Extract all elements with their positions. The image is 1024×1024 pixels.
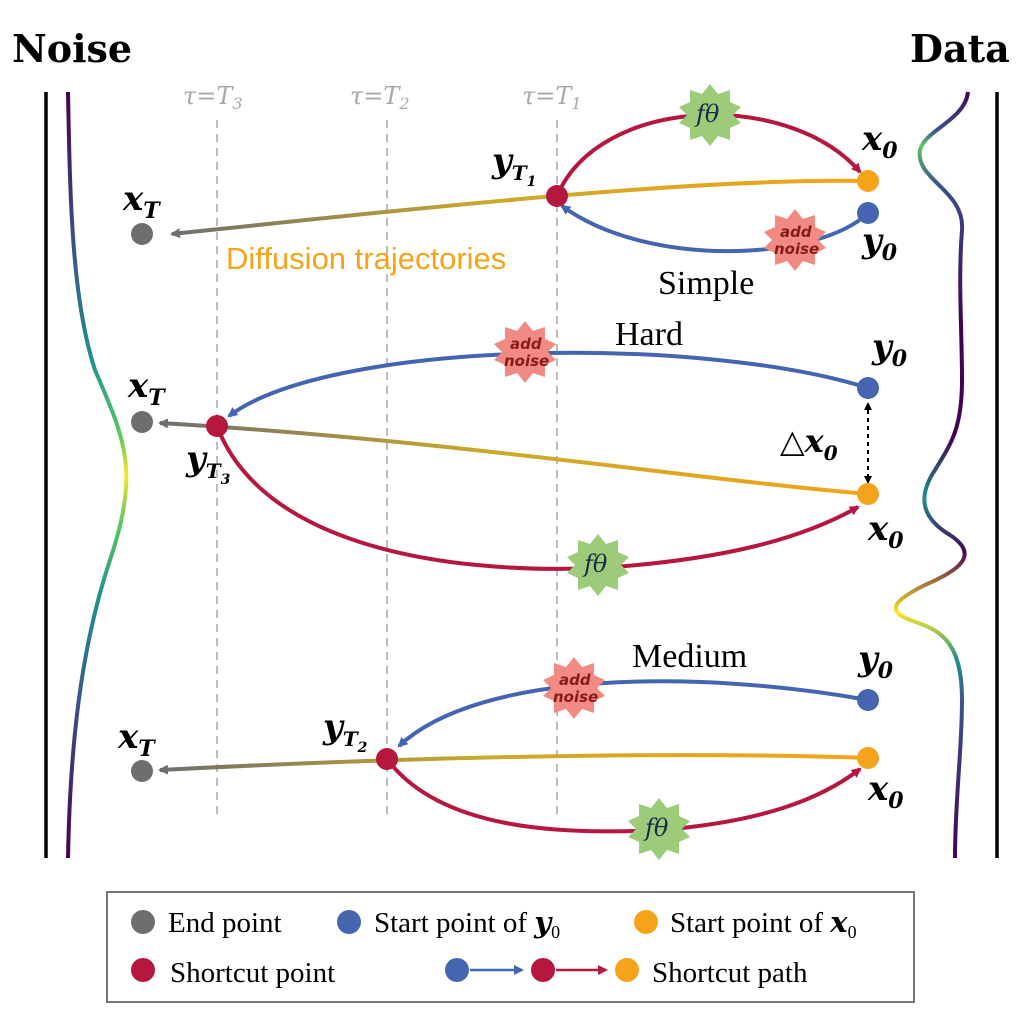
svg-text:fθ: fθ [582, 550, 608, 578]
noise-arc-medium [397, 679, 869, 748]
svg-text:noise: noise [774, 240, 819, 258]
y0-label-simple: y0 [861, 221, 898, 266]
x0-label-hard: x0 [867, 509, 904, 554]
svg-text:fθ: fθ [694, 100, 720, 128]
y0-label-medium: y0 [857, 639, 894, 684]
legend-end-point-label: End point [168, 907, 282, 939]
tau-label-T2: τ=T2 [350, 82, 410, 113]
yT3-label: yT3 [185, 439, 231, 488]
legend-start-x0-label: Start point of x0 [670, 905, 857, 942]
f-theta-badge-simple: fθ [679, 84, 741, 146]
svg-text:add: add [559, 671, 591, 689]
medium-group: xT yT2 y0 x0 Medium add noise fθ [117, 638, 904, 860]
legend-shortcut-point-marker [131, 958, 155, 982]
noise-label: Noise [12, 26, 132, 71]
tau-label-T3: τ=T3 [183, 82, 243, 113]
svg-text:τ=T2: τ=T2 [350, 82, 410, 113]
legend-shortcut-point-label: Shortcut point [170, 957, 335, 989]
legend: End point Start point of y0 Start point … [106, 891, 915, 1003]
simple-label: Simple [658, 265, 754, 302]
svg-text:noise: noise [504, 352, 549, 370]
yT1-label: yT1 [491, 141, 536, 190]
hard-group: xT yT3 y0 x0 △x0 Hard add noise fθ [127, 316, 908, 596]
medium-label: Medium [632, 638, 747, 675]
legend-shortcut-path-label: Shortcut path [652, 957, 808, 989]
svg-text:noise: noise [553, 688, 598, 706]
diffusion-trajectory-hard [158, 418, 869, 496]
yT2-label: yT2 [322, 707, 368, 756]
noise-distribution-curve [66, 91, 129, 859]
xT-label-hard: xT [127, 366, 166, 411]
end-point-hard [131, 411, 153, 433]
legend-box [106, 891, 915, 1003]
tau-label-T1: τ=T1 [522, 82, 582, 113]
diffusion-trajectory-simple [170, 178, 869, 239]
shortcut-point-hard [206, 415, 228, 437]
svg-text:add: add [780, 223, 812, 241]
end-point-simple [131, 223, 153, 245]
legend-start-y0-marker [337, 910, 361, 934]
xT-label-simple: xT [122, 179, 161, 224]
data-label: Data [910, 26, 1010, 71]
x0-label-medium: x0 [867, 769, 904, 814]
delta-x0-label: △x0 [780, 422, 838, 465]
x0-label-simple: x0 [861, 119, 898, 164]
svg-text:τ=T1: τ=T1 [522, 82, 582, 113]
svg-text:τ=T3: τ=T3 [183, 82, 243, 113]
f-theta-badge-medium: fθ [628, 798, 690, 860]
legend-shortcut-path-marker [445, 958, 639, 982]
svg-text:fθ: fθ [643, 814, 669, 842]
start-y0-hard [857, 377, 879, 399]
noise-arc-simple [560, 204, 870, 254]
shortcut-arc-medium [385, 757, 862, 834]
shortcut-arc-hard [215, 425, 860, 571]
svg-text:add: add [510, 335, 542, 353]
hard-label: Hard [615, 316, 683, 353]
simple-group: xT yT1 x0 y0 Diffusion trajectories Simp… [122, 84, 898, 302]
f-theta-badge-hard: fθ [567, 534, 629, 596]
add-noise-badge-hard: add noise [494, 321, 556, 383]
legend-end-point-marker [131, 910, 155, 934]
shortcut-point-simple [546, 185, 568, 207]
start-x0-medium [857, 747, 879, 769]
y0-label-hard: y0 [871, 327, 908, 372]
add-noise-badge-medium: add noise [543, 657, 605, 719]
data-distribution-curve [894, 91, 970, 859]
legend-start-y0-label: Start point of y0 [374, 905, 560, 942]
diffusion-trajectory-medium [158, 753, 869, 775]
start-x0-hard [857, 483, 879, 505]
start-y0-simple [857, 202, 879, 224]
start-y0-medium [857, 689, 879, 711]
add-noise-badge-simple: add noise [764, 209, 826, 271]
start-x0-simple [857, 170, 879, 192]
end-point-medium [131, 760, 153, 782]
legend-start-x0-marker [634, 910, 658, 934]
xT-label-medium: xT [117, 717, 156, 762]
shortcut-point-medium [376, 748, 398, 770]
diffusion-trajectories-label: Diffusion trajectories [226, 241, 506, 276]
